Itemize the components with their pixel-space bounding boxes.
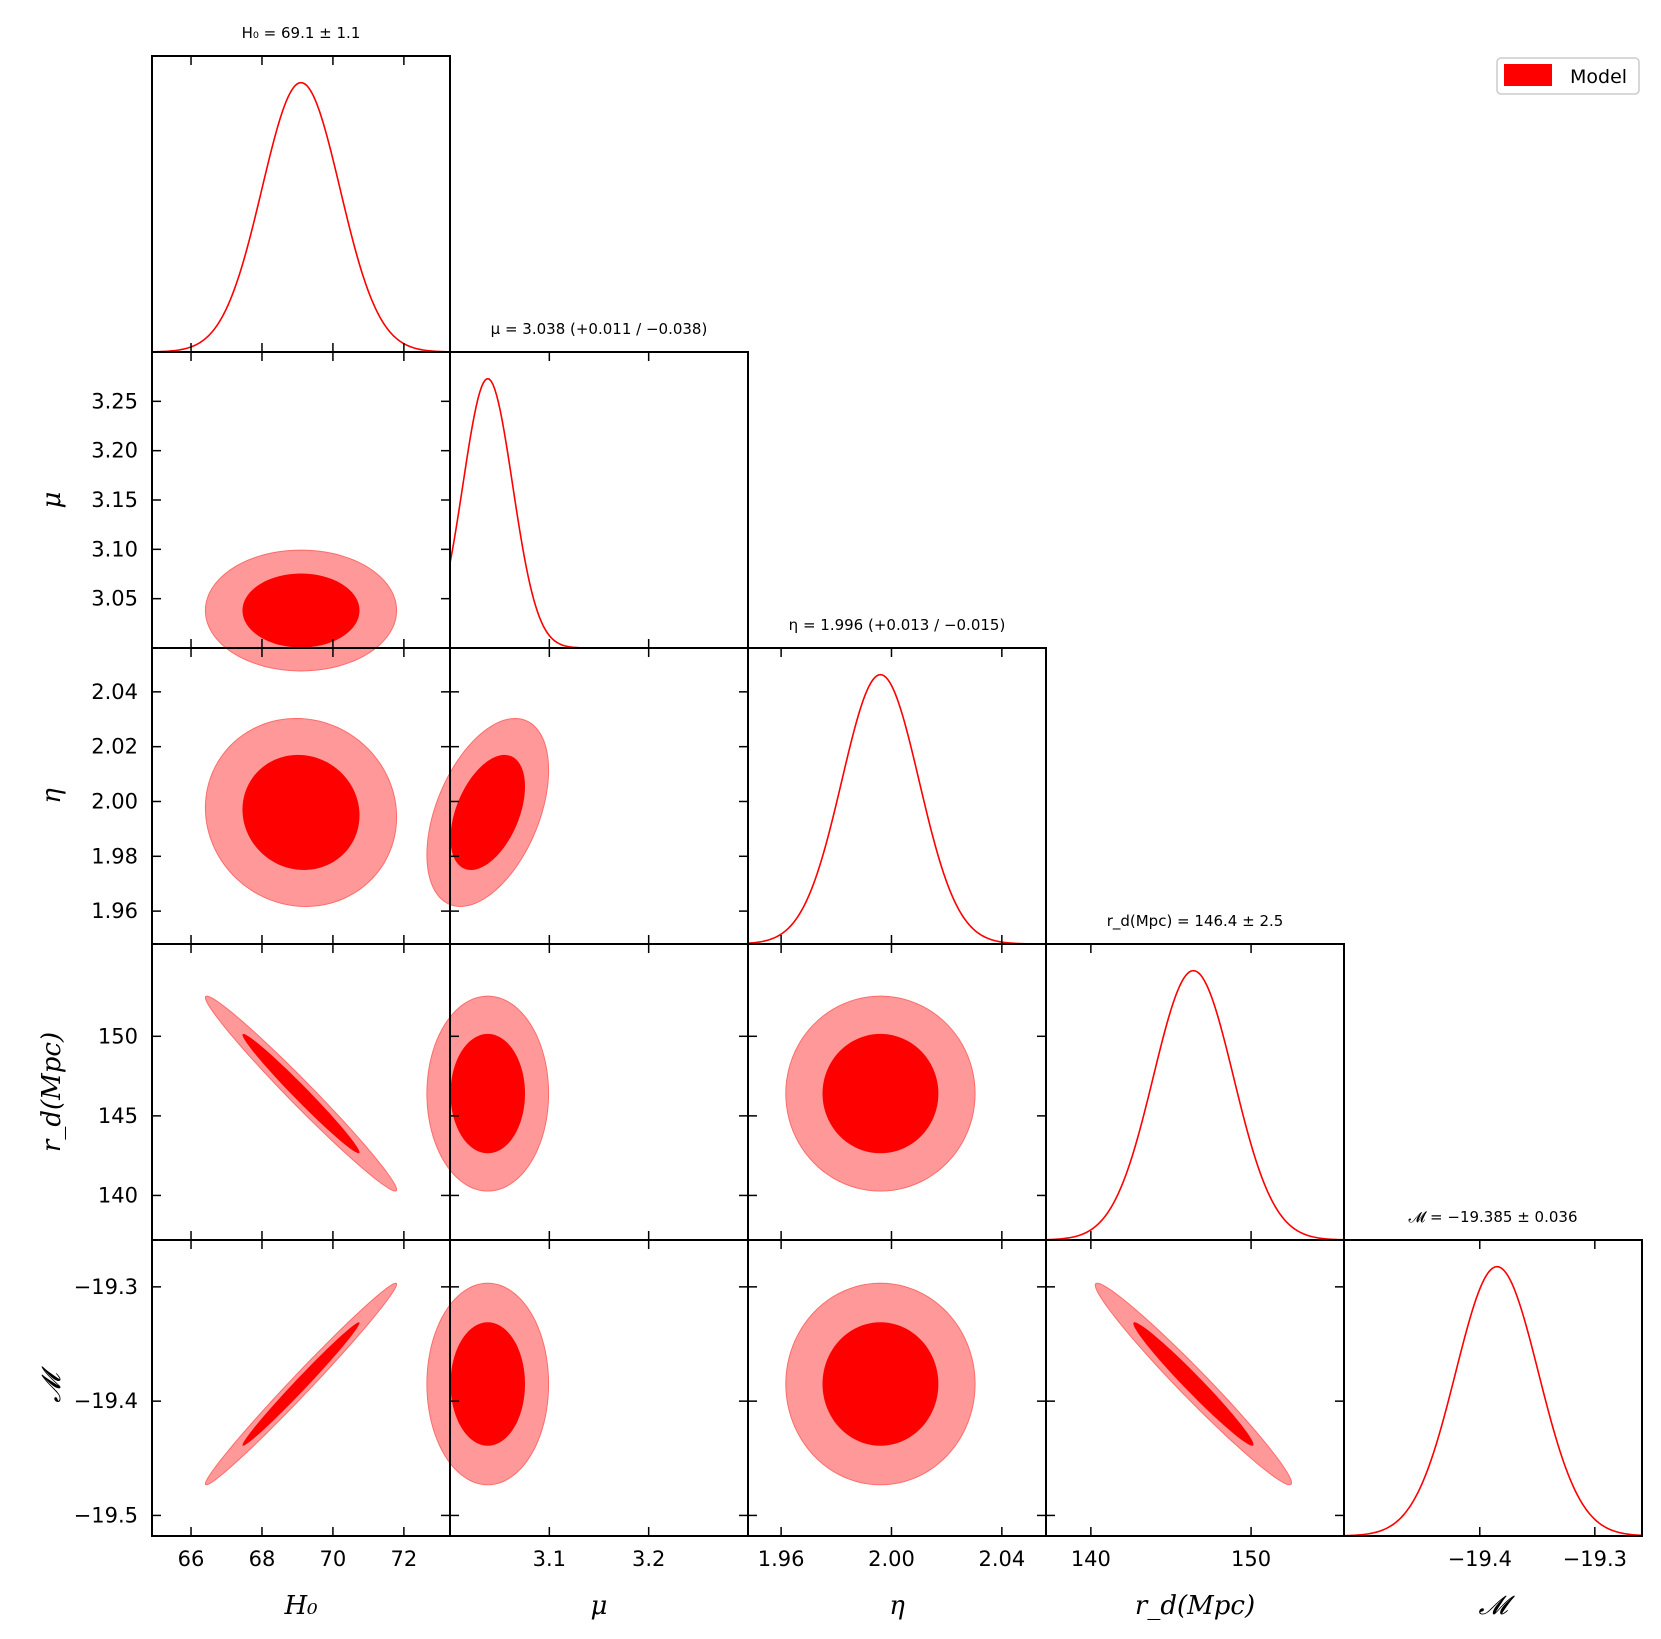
panel-title-mu: μ = 3.038 (+0.011 / −0.038) — [491, 320, 708, 338]
x-axis-title-eta: η — [889, 1591, 905, 1621]
contour-68-H0-rd — [242, 1033, 360, 1154]
y-tick-label-eta: 2.02 — [91, 735, 138, 759]
x-tick-label-M: −19.4 — [1448, 1547, 1512, 1571]
panel-eta-M: 1.96 2.00 2.04 — [747, 1239, 1047, 1571]
panel-title-H0: H₀ = 69.1 ± 1.1 — [242, 24, 361, 42]
x-tick-label-mu: 3.1 — [533, 1547, 566, 1571]
panel-title-rd: r_d(Mpc) = 146.4 ± 2.5 — [1107, 912, 1284, 931]
panel-frame — [1045, 943, 1345, 1241]
panel-H0-rd: 140 145 150 — [98, 943, 451, 1241]
panel-H0-mu: 3.05 3.10 3.15 3.20 3.25 — [91, 351, 451, 672]
panel-H0-eta: 1.96 1.98 2.00 2.02 2.04 — [91, 647, 451, 945]
contour-68-eta-rd — [822, 1033, 939, 1154]
x-tick-label-M: −19.3 — [1563, 1547, 1627, 1571]
y-axis-title-mu: μ — [37, 492, 67, 509]
y-axis-title-eta: η — [37, 788, 67, 804]
legend-label: Model — [1570, 66, 1627, 88]
y-tick-label-mu: 3.05 — [91, 587, 138, 611]
panel-frame — [747, 647, 1047, 945]
y-tick-label-mu: 3.15 — [91, 488, 138, 512]
contour-68-H0-M — [242, 1322, 360, 1446]
x-tick-label-H0: 70 — [320, 1547, 347, 1571]
x-tick-label-H0: 66 — [178, 1547, 205, 1571]
panel-eta-eta: η = 1.996 (+0.013 / −0.015) — [747, 616, 1047, 945]
y-tick-label-rd: 140 — [98, 1183, 138, 1207]
panel-eta-rd — [747, 943, 1047, 1241]
panel-mu-rd — [426, 943, 749, 1241]
x-axis-title-mu: μ — [591, 1591, 608, 1621]
panel-H0-M: 66 68 70 72 −19.5 −19.4 −19.3 — [74, 1239, 451, 1571]
marginal-curve-M — [1343, 1265, 1643, 1537]
x-tick-label-eta: 2.00 — [868, 1547, 915, 1571]
y-tick-label-eta: 1.98 — [91, 844, 138, 868]
x-tick-label-eta: 1.96 — [758, 1547, 805, 1571]
y-tick-label-mu: 3.25 — [91, 389, 138, 413]
marginal-curve-mu — [449, 377, 748, 649]
contour-68-mu-rd — [450, 1033, 525, 1154]
contour-68-rd-M — [1133, 1322, 1254, 1446]
legend-swatch — [1504, 64, 1552, 86]
y-tick-label-rd: 150 — [98, 1024, 138, 1048]
y-tick-label-mu: 3.10 — [91, 537, 138, 561]
panel-rd-M: 140 150 — [1045, 1239, 1345, 1571]
contour-68-mu-M — [450, 1322, 525, 1446]
panel-rd-rd: r_d(Mpc) = 146.4 ± 2.5 — [1045, 912, 1345, 1241]
y-tick-label-M: −19.5 — [74, 1503, 138, 1527]
y-tick-label-eta: 2.00 — [91, 789, 138, 813]
legend: Model — [1496, 57, 1640, 95]
contour-68-H0-eta — [242, 754, 360, 870]
marginal-curve-H0 — [151, 81, 451, 353]
contour-68-eta-M — [822, 1322, 939, 1446]
panel-mu-mu: μ = 3.038 (+0.011 / −0.038) — [449, 320, 749, 649]
y-tick-label-eta: 1.96 — [91, 899, 138, 923]
panel-M-M: 𝓜 = −19.385 ± 0.036 −19.4 −19.3 — [1343, 1208, 1643, 1571]
panel-mu-M: 3.1 3.2 — [426, 1239, 749, 1571]
x-axis-title-M: 𝓜 — [1478, 1591, 1515, 1621]
x-tick-label-rd: 150 — [1231, 1547, 1271, 1571]
x-tick-label-mu: 3.2 — [632, 1547, 665, 1571]
y-axis-title-M: 𝓜 — [37, 1366, 67, 1403]
y-tick-label-M: −19.3 — [74, 1275, 138, 1299]
x-axis-title-H0: H₀ — [283, 1591, 318, 1621]
marginal-curve-eta — [747, 673, 1046, 945]
contour-68-H0-mu — [242, 573, 360, 648]
x-tick-label-H0: 72 — [391, 1547, 418, 1571]
y-tick-label-rd: 145 — [98, 1104, 138, 1128]
x-axis-title-rd: r_d(Mpc) — [1135, 1591, 1255, 1621]
panel-frame — [1343, 1239, 1643, 1537]
panel-frame — [151, 55, 451, 353]
x-tick-label-eta: 2.04 — [978, 1547, 1025, 1571]
panel-frame — [449, 351, 749, 649]
panel-title-eta: η = 1.996 (+0.013 / −0.015) — [789, 616, 1006, 634]
contour-68-mu-eta — [450, 754, 525, 870]
marginal-curve-rd — [1045, 969, 1345, 1241]
x-tick-label-H0: 68 — [249, 1547, 276, 1571]
y-tick-label-M: −19.4 — [74, 1389, 138, 1413]
y-tick-label-eta: 2.04 — [91, 680, 138, 704]
x-tick-label-rd: 140 — [1071, 1547, 1111, 1571]
panels-layer: H₀ = 69.1 ± 1.1 3.05 3.10 3.15 3.20 3.25 μ = 3… — [37, 24, 1643, 1621]
y-tick-label-mu: 3.20 — [91, 439, 138, 463]
panel-title-M: 𝓜 = −19.385 ± 0.036 — [1408, 1208, 1577, 1226]
panel-mu-eta — [426, 647, 749, 945]
y-axis-title-rd: r_d(Mpc) — [37, 1032, 67, 1152]
panel-H0-H0: H₀ = 69.1 ± 1.1 — [151, 24, 451, 353]
